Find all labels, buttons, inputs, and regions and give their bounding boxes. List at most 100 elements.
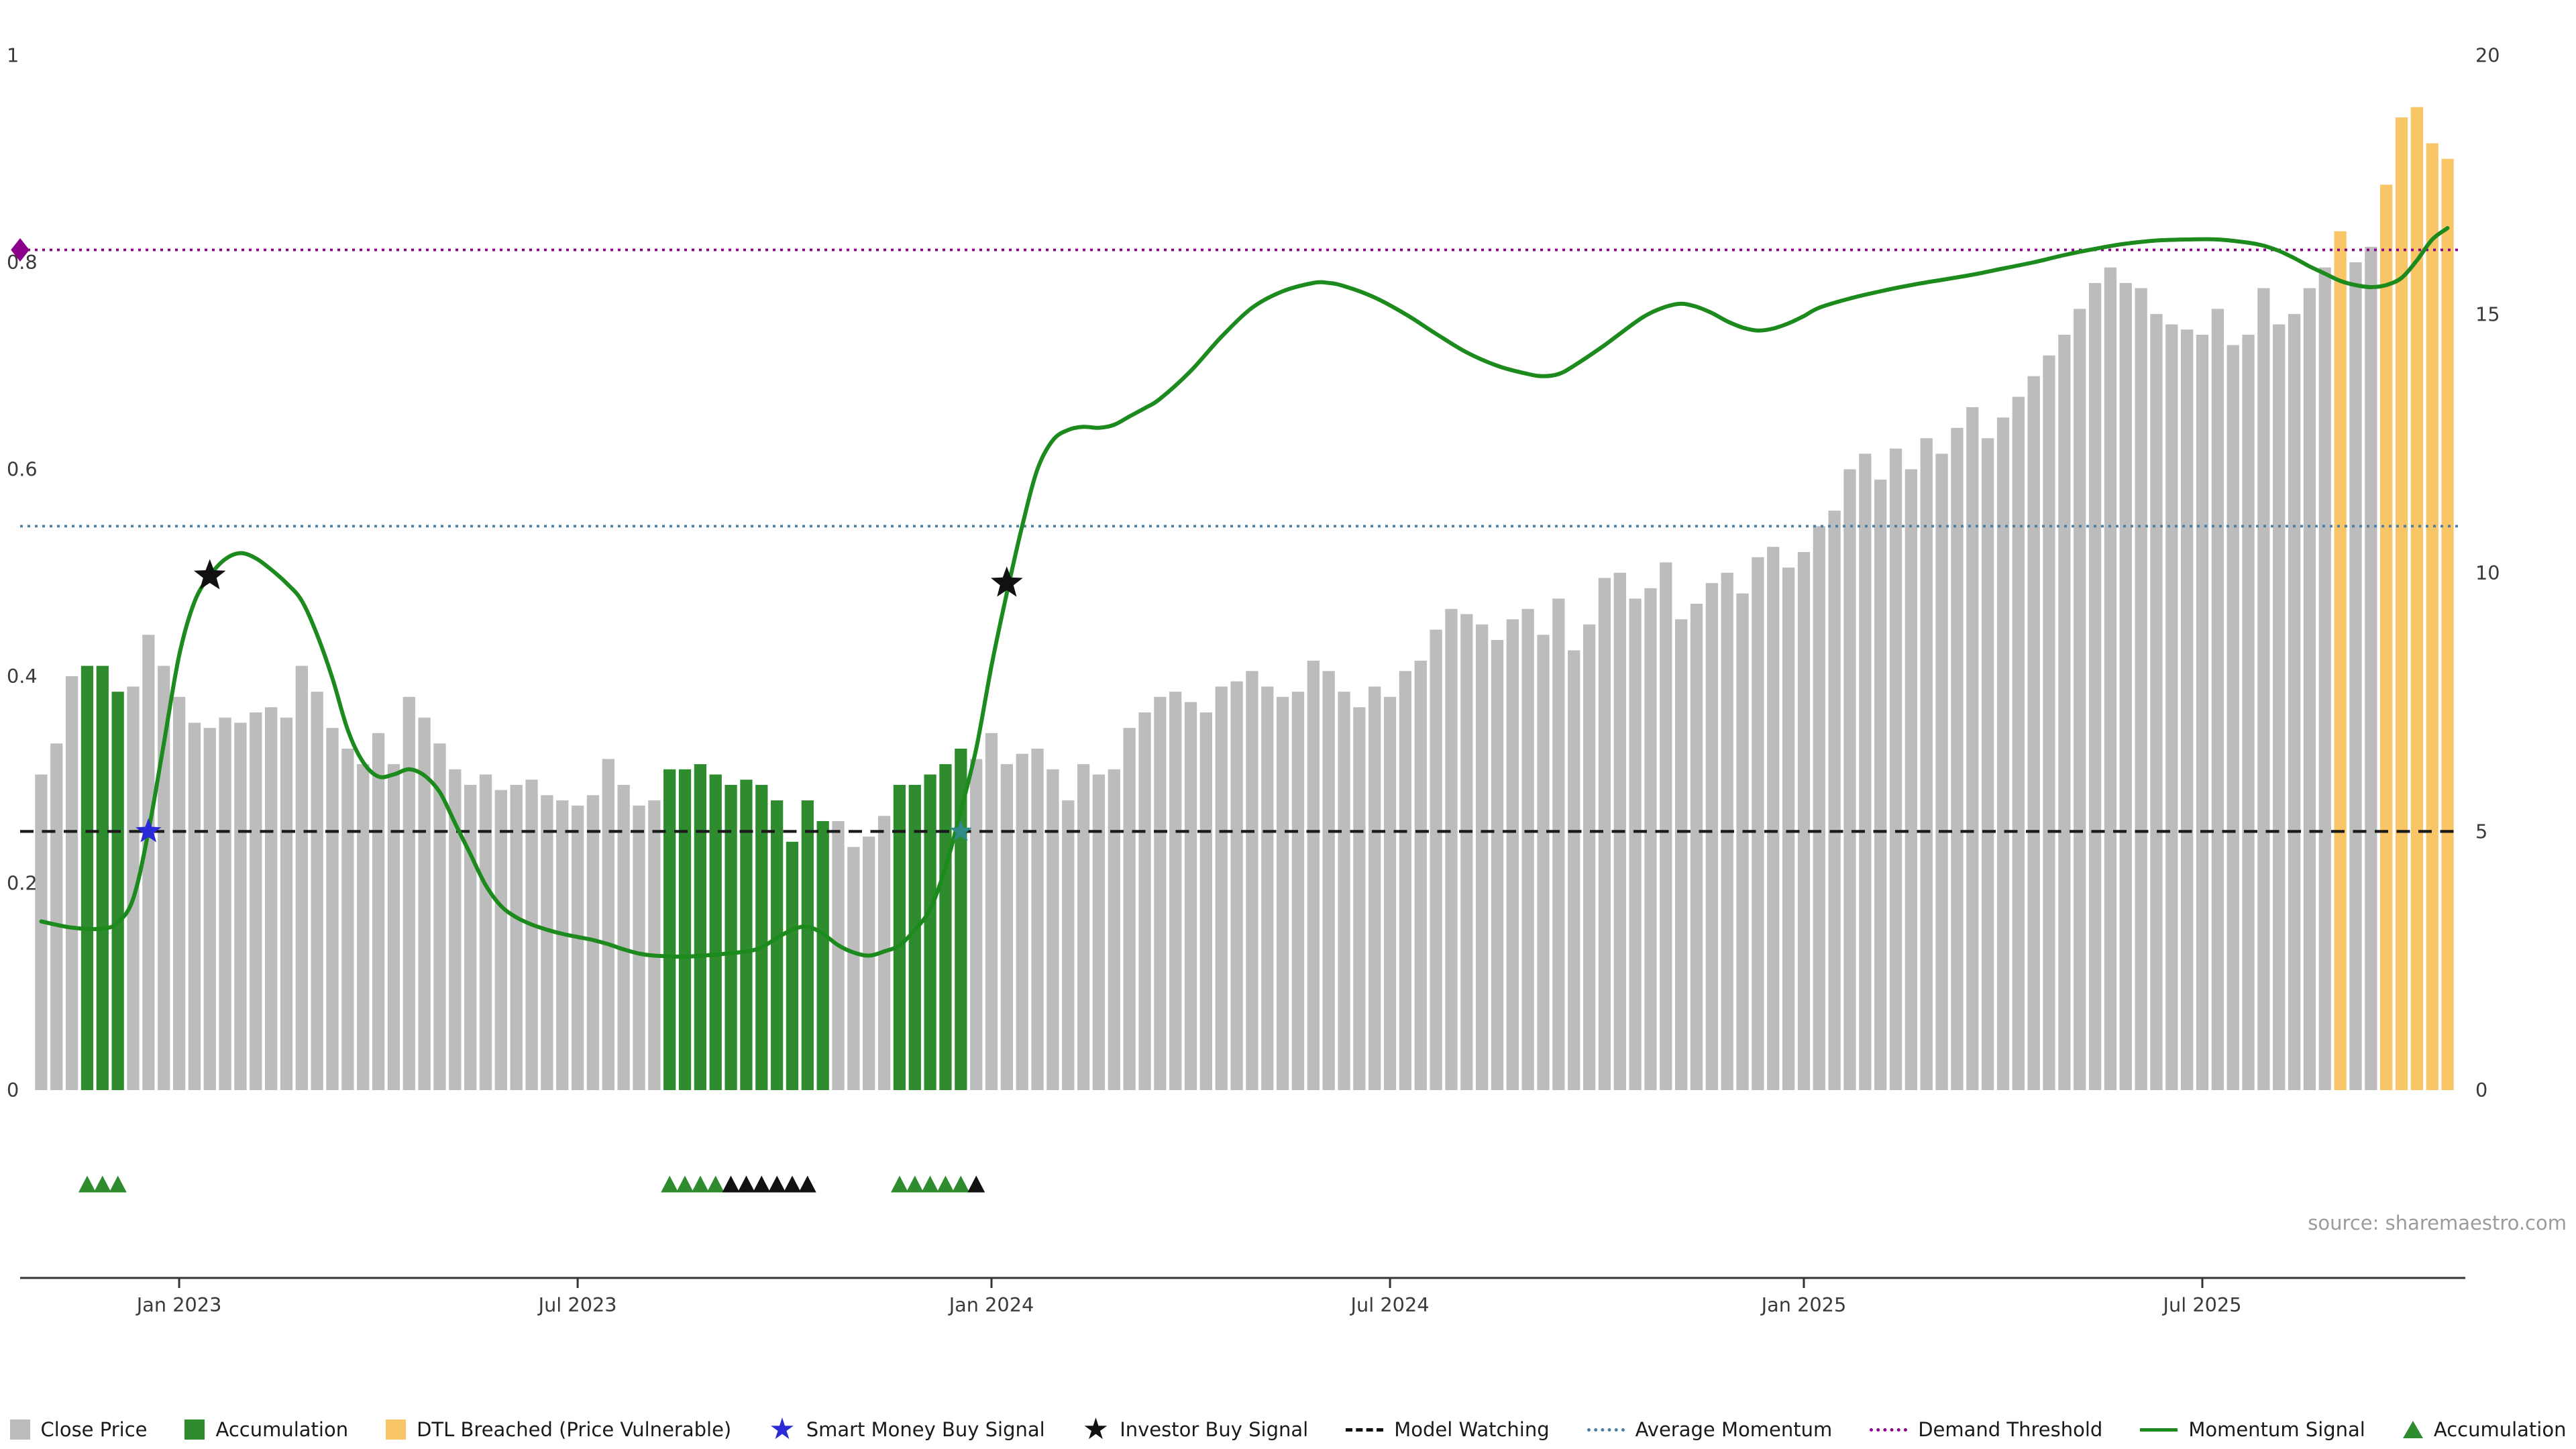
average-momentum-line-icon (1587, 1428, 1625, 1432)
price-bar (1752, 557, 1764, 1090)
price-bar (1813, 526, 1825, 1090)
price-bar (1843, 469, 1856, 1090)
price-bar (2104, 267, 2117, 1091)
momentum-signal-line-icon (2140, 1428, 2178, 1432)
right-axis-tick-label: 10 (2475, 561, 2500, 584)
price-bar (1031, 748, 1044, 1090)
price-bar (2257, 288, 2270, 1090)
price-bar (127, 686, 140, 1090)
price-bar (1782, 568, 1795, 1090)
price-bar (2088, 282, 2102, 1091)
price-bar (908, 784, 921, 1090)
price-bar (1077, 764, 1090, 1090)
left-axis-tick-label: 0.2 (7, 872, 38, 895)
price-bar (893, 784, 906, 1090)
model-watching-line-icon (1346, 1428, 1384, 1432)
price-bar (1445, 608, 1458, 1090)
x-axis-tick-label: Jan 2025 (1760, 1293, 1847, 1316)
price-bar (1506, 619, 1519, 1090)
legend-item-average-momentum: Average Momentum (1587, 1418, 1832, 1441)
legend-item-investor-buy-signal: ★ Investor Buy Signal (1082, 1412, 1309, 1446)
price-bar (2043, 355, 2055, 1090)
legend-item-momentum-signal: Momentum Signal (2140, 1418, 2365, 1441)
price-bar (1675, 619, 1688, 1090)
price-bar (1046, 769, 1059, 1090)
legend-label: Accumulation (2433, 1418, 2567, 1441)
price-bar (2426, 143, 2438, 1091)
demand-threshold-diamond-icon (11, 238, 30, 262)
right-axis-tick-label: 15 (2475, 303, 2500, 325)
dtl-breached-price-vulnerable-swatch-icon (386, 1419, 407, 1440)
price-bar (2441, 158, 2454, 1090)
price-bar (1123, 728, 1136, 1090)
price-bar (1291, 692, 1305, 1090)
price-bar (1016, 753, 1028, 1090)
price-bar (1935, 453, 1948, 1090)
price-bar (571, 805, 584, 1090)
price-bar (1568, 650, 1580, 1090)
accumulation-triangle-icon (692, 1175, 709, 1193)
price-bar (1629, 598, 1642, 1090)
price-bar (1874, 479, 1887, 1090)
legend-label: Close Price (40, 1418, 148, 1441)
price-bar (1399, 671, 1412, 1090)
price-bar (295, 665, 308, 1090)
accumulation-triangle-icon (737, 1175, 755, 1193)
price-bar (96, 665, 109, 1090)
accumulation-triangle-icon (936, 1175, 955, 1193)
price-bar (1092, 774, 1106, 1090)
right-axis-tick-label: 0 (2475, 1079, 2487, 1102)
price-bar (2165, 324, 2178, 1090)
price-bar (142, 635, 155, 1090)
legend-label: Momentum Signal (2188, 1418, 2365, 1441)
accumulation-triangle-icon (676, 1175, 694, 1193)
accumulation-triangle-icon (921, 1175, 939, 1193)
price-bar (280, 717, 293, 1090)
price-bar (786, 841, 799, 1090)
price-bar (1889, 448, 1902, 1090)
price-bar (219, 717, 231, 1090)
price-bar (2365, 246, 2377, 1091)
price-bar (694, 764, 707, 1090)
price-bar (2150, 314, 2163, 1090)
accumulation-swatch-icon (184, 1419, 205, 1440)
price-bar (617, 784, 630, 1090)
accumulation-triangle-icon (2402, 1421, 2423, 1438)
accumulation-triangle-icon (768, 1175, 786, 1193)
price-bar (449, 769, 462, 1090)
momentum-signal-line (39, 226, 2450, 959)
legend-item-accumulation: Accumulation (184, 1418, 348, 1441)
accumulation-triangle-icon (784, 1175, 801, 1193)
price-bar (1582, 624, 1596, 1090)
accumulation-triangle-icon (753, 1175, 771, 1193)
price-bar (2012, 396, 2025, 1090)
right-axis-tick-label: 5 (2475, 820, 2487, 843)
price-bar (1476, 624, 1489, 1090)
price-bar (678, 769, 692, 1090)
price-bar (1000, 764, 1013, 1090)
x-axis-tick-label: Jul 2024 (1350, 1293, 1430, 1316)
left-axis-tick-label: 0.6 (7, 458, 38, 481)
price-bar (402, 696, 415, 1090)
accumulation-triangle-icon (78, 1175, 96, 1193)
price-bar (326, 728, 339, 1090)
x-axis-tick-label: Jul 2023 (537, 1293, 617, 1316)
price-bars (35, 107, 2454, 1091)
price-bar (1199, 712, 1213, 1090)
accumulation-triangle-icon (891, 1175, 908, 1193)
legend-label: Investor Buy Signal (1120, 1418, 1309, 1441)
price-bar (863, 837, 875, 1090)
price-bar (724, 784, 737, 1090)
legend-label: Demand Threshold (1918, 1418, 2103, 1441)
price-bar (1828, 511, 1841, 1090)
price-bar (1660, 562, 1672, 1090)
price-bar (1690, 604, 1703, 1090)
price-bar (709, 774, 722, 1090)
price-bar (2226, 345, 2239, 1091)
investor-buy-signal-star-icon: ★ (1082, 1412, 1110, 1446)
price-bar (2273, 324, 2286, 1090)
price-bar (1383, 696, 1397, 1090)
price-bar (1215, 686, 1228, 1090)
